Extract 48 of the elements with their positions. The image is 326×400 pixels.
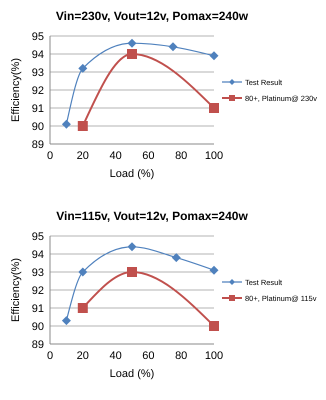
y-tick-label: 93 (32, 267, 44, 279)
point (210, 266, 218, 275)
x-tick-label: 20 (76, 150, 89, 162)
y-tick-label: 92 (32, 285, 44, 297)
chart-title: Vin=230v, Vout=12v, Pomax=240w (56, 9, 249, 23)
point (127, 267, 137, 277)
point (78, 121, 88, 131)
point (209, 103, 219, 113)
y-axis-title: Efficiency(%) (10, 258, 22, 322)
point (78, 64, 88, 73)
y-tick-label: 91 (32, 303, 44, 315)
y-tick-label: 89 (32, 139, 44, 151)
point (62, 120, 71, 129)
x-tick-label: 100 (204, 150, 224, 162)
x-tick-label: 40 (109, 150, 122, 162)
point (209, 321, 219, 331)
x-tick-label: 0 (46, 350, 54, 362)
x-tick-label: 60 (142, 150, 155, 162)
point (168, 42, 178, 52)
x-tick-label: 100 (204, 350, 224, 362)
x-tick-label: 80 (175, 350, 188, 362)
y-tick-label: 95 (32, 231, 44, 243)
x-tick-label: 60 (142, 350, 155, 362)
y-tick-label: 93 (32, 67, 44, 79)
y-tick-label: 94 (32, 249, 44, 261)
x-axis-title: Load (%) (110, 168, 154, 180)
point (62, 316, 71, 326)
y-tick-label: 90 (32, 321, 44, 333)
point (128, 38, 136, 48)
point (172, 253, 181, 262)
x-tick-label: 20 (76, 350, 89, 362)
y-tick-label: 90 (32, 121, 44, 133)
y-tick-label: 95 (32, 31, 44, 43)
point (210, 51, 218, 60)
x-tick-label: 40 (109, 350, 122, 362)
chart-title: Vin=115v, Vout=12v, Pomax=240w (56, 209, 248, 223)
point (127, 49, 137, 59)
x-tick-label: 80 (175, 150, 188, 162)
point (78, 303, 88, 313)
y-tick-label: 92 (32, 85, 44, 97)
y-tick-label: 91 (32, 103, 44, 115)
point (78, 268, 88, 276)
y-tick-label: 94 (32, 49, 44, 61)
y-tick-label: 89 (32, 339, 44, 351)
x-axis-title: Load (%) (110, 368, 154, 380)
y-axis-title: Efficiency(%) (10, 58, 22, 122)
x-tick-label: 0 (46, 150, 54, 162)
point (128, 242, 136, 252)
